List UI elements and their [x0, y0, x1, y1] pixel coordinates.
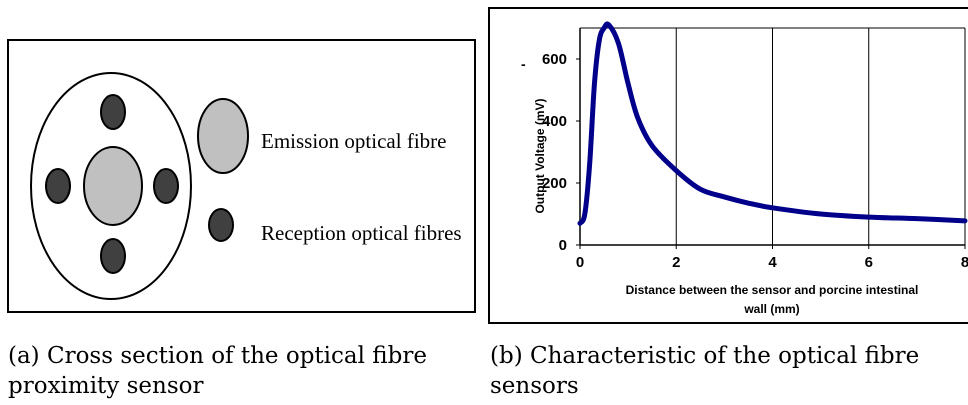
caption-b-line1: (b) Characteristic of the optical fibre — [490, 343, 920, 369]
x-tick-label: 8 — [961, 254, 968, 271]
reception-fibre-right — [153, 168, 179, 204]
x-tick-label: 0 — [576, 254, 584, 271]
legend-reception-fibre — [208, 208, 234, 242]
emission-fibre-label: Emission optical fibre — [261, 129, 446, 153]
y-tick-label: 600 — [542, 51, 567, 68]
reception-fibre-bottom — [100, 238, 126, 274]
caption-a-line1: (a) Cross section of the optical fibre — [8, 343, 427, 369]
caption-a-line2: proximity sensor — [8, 373, 204, 399]
x-tick-label: 4 — [768, 254, 777, 271]
y-axis-label: Output Voltage (mV) — [533, 98, 547, 213]
y-tick-label: 400 — [542, 113, 567, 130]
chart-frame — [488, 7, 968, 324]
reception-fibre-left — [45, 168, 71, 204]
reception-fibre-top — [100, 94, 126, 130]
x-axis-label-line1: Distance between the sensor and porcine … — [626, 283, 919, 297]
y-tick-label: 0 — [559, 237, 567, 254]
voltage-curve — [577, 21, 968, 226]
legend-emission-fibre — [197, 98, 249, 174]
reception-fibre-label: Reception optical fibres — [261, 221, 462, 245]
central-emission-fibre — [83, 146, 143, 226]
y-tick-label: 200 — [542, 175, 567, 192]
stray-tick-mark: - — [521, 56, 526, 72]
x-axis-label-line2: wall (mm) — [743, 302, 799, 316]
x-tick-label: 6 — [865, 254, 873, 271]
x-tick-label: 2 — [672, 254, 680, 271]
caption-b-line2: sensors — [490, 373, 579, 399]
